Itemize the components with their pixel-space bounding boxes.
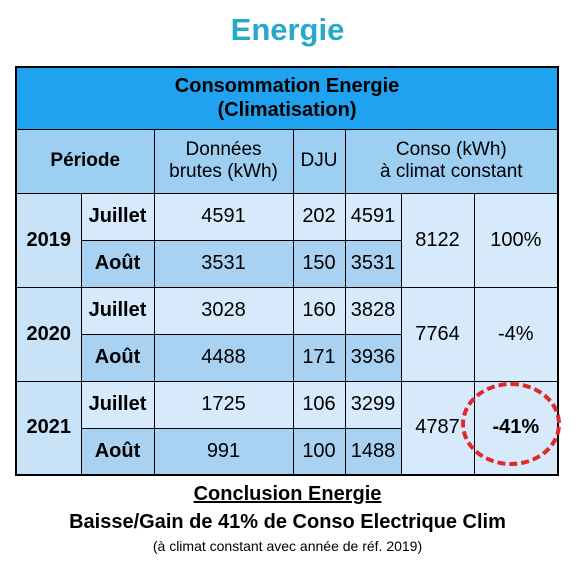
year-cell: 2019: [15, 192, 82, 288]
table-main-header: Consommation Energie (Climatisation): [15, 66, 559, 130]
raw-cell: 4488: [153, 333, 294, 382]
dju-cell: 106: [292, 380, 346, 429]
col-conso-line2: à climat constant: [380, 161, 523, 182]
percent-cell: 100%: [473, 192, 559, 288]
percent-cell: -4%: [473, 286, 559, 382]
conso-cell: 4591: [344, 192, 402, 241]
table-row: Août 4488 171 3936: [16, 333, 558, 382]
table-row: Août 3531 150 3531: [16, 239, 558, 288]
table-row: 2020 Juillet 3028 160 3828 7764 -4%: [15, 286, 559, 382]
month-cell: Juillet: [80, 192, 155, 241]
month-cell: Août: [80, 239, 155, 288]
month-cell: Août: [80, 333, 155, 382]
conclusion-heading: Conclusion Energie: [193, 483, 382, 505]
col-header-conso: Conso (kWh) à climat constant: [344, 128, 559, 194]
page-title: Energie: [230, 12, 345, 47]
highlight-circle: [461, 382, 561, 466]
col-raw-line1: Données: [185, 139, 262, 160]
conso-cell: 3936: [344, 333, 402, 382]
year-cell: 2020: [15, 286, 82, 382]
conclusion-statement: Baisse/Gain de 41% de Conso Electrique C…: [69, 511, 506, 533]
table-row: 2019 Juillet 4591 202 4591 8122 100%: [15, 192, 559, 288]
month-cell: Juillet: [80, 286, 155, 335]
conso-cell: 3828: [344, 286, 402, 335]
month-cell: Juillet: [80, 380, 155, 429]
raw-cell: 1725: [153, 380, 294, 429]
col-header-raw: Données brutes (kWh): [153, 128, 294, 194]
conclusion-note: (à climat constant avec année de réf. 20…: [152, 538, 423, 554]
header-main-line2: (Climatisation): [217, 99, 357, 122]
conso-cell: 3531: [344, 239, 402, 288]
month-cell: Août: [80, 427, 155, 476]
col-raw-line2: brutes (kWh): [169, 161, 278, 182]
conso-cell: 3299: [344, 380, 402, 429]
raw-cell: 3028: [153, 286, 294, 335]
raw-cell: 991: [153, 427, 294, 476]
raw-cell: 4591: [153, 192, 294, 241]
col-header-period: Période: [15, 128, 155, 194]
header-main-line1: Consommation Energie: [174, 75, 400, 98]
raw-cell: 3531: [153, 239, 294, 288]
dju-cell: 160: [292, 286, 346, 335]
dju-cell: 100: [292, 427, 346, 476]
table-row: Août 991 100 1488: [16, 427, 558, 476]
energy-table: Consommation Energie (Climatisation) Pér…: [15, 66, 560, 476]
col-conso-line1: Conso (kWh): [395, 139, 507, 160]
conso-cell: 1488: [344, 427, 402, 476]
dju-cell: 150: [292, 239, 346, 288]
col-header-dju: DJU: [292, 128, 346, 194]
dju-cell: 202: [292, 192, 346, 241]
year-cell: 2021: [15, 380, 82, 476]
total-cell: 8122: [400, 192, 475, 288]
total-cell: 7764: [400, 286, 475, 382]
dju-cell: 171: [292, 333, 346, 382]
